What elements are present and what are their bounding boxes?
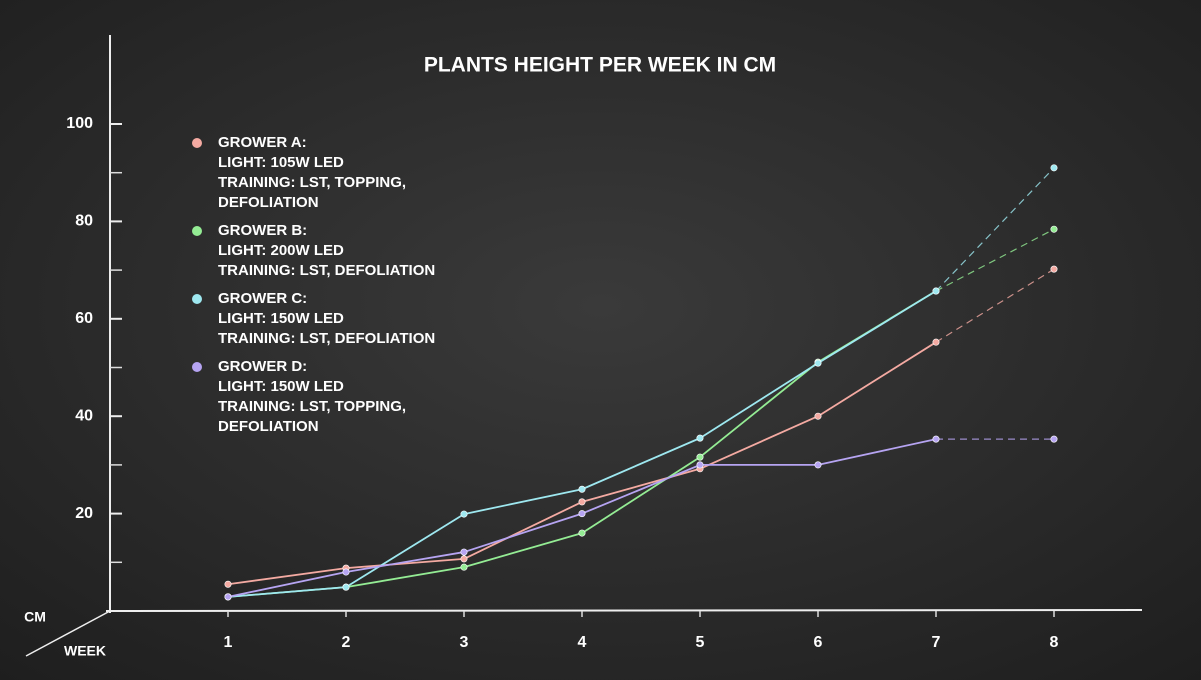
data-point xyxy=(460,555,468,563)
series-projection xyxy=(935,228,1055,292)
legend-marker xyxy=(192,138,202,148)
legend-label: GROWER A: xyxy=(218,134,307,151)
data-point xyxy=(1050,265,1058,273)
data-point xyxy=(814,359,822,367)
x-tick-label: 3 xyxy=(460,634,469,651)
corner-diagonal xyxy=(25,610,111,657)
data-point xyxy=(696,461,704,469)
legend-label: GROWER D: xyxy=(218,358,307,375)
data-point xyxy=(814,461,822,469)
legend-description: TRAINING: LST, TOPPING, xyxy=(218,398,406,415)
data-point xyxy=(932,287,940,295)
data-point xyxy=(578,529,586,537)
legend-description: DEFOLIATION xyxy=(218,194,319,211)
data-point xyxy=(814,412,822,420)
legend-description: TRAINING: LST, DEFOLIATION xyxy=(218,262,435,279)
data-point xyxy=(1050,164,1058,172)
series-projection xyxy=(935,167,1055,292)
data-point xyxy=(342,568,350,576)
legend-description: TRAINING: LST, DEFOLIATION xyxy=(218,330,435,347)
x-tick-label: 8 xyxy=(1050,634,1059,651)
chart-title: PLANTS HEIGHT PER WEEK IN CM xyxy=(424,54,776,77)
legend-description: DEFOLIATION xyxy=(218,418,319,435)
legend-description: LIGHT: 150W LED xyxy=(218,378,344,395)
data-point xyxy=(224,580,232,588)
x-tick-label: 5 xyxy=(696,634,705,651)
legend-description: LIGHT: 105W LED xyxy=(218,154,344,171)
data-point xyxy=(1050,435,1058,443)
data-point xyxy=(460,563,468,571)
x-tick-label: 6 xyxy=(814,634,823,651)
legend-label: GROWER B: xyxy=(218,222,307,239)
x-tick-label: 4 xyxy=(578,634,587,651)
x-axis xyxy=(105,609,1143,612)
x-tick-label: 7 xyxy=(932,634,941,651)
data-point xyxy=(578,510,586,518)
data-point xyxy=(460,548,468,556)
legend-marker xyxy=(192,226,202,236)
legend-description: TRAINING: LST, TOPPING, xyxy=(218,174,406,191)
y-tick-label: 40 xyxy=(75,407,93,424)
data-point xyxy=(696,453,704,461)
data-point xyxy=(932,338,940,346)
legend-marker xyxy=(192,294,202,304)
x-axis-label: WEEK xyxy=(64,643,106,659)
y-axis-label: CM xyxy=(24,609,46,625)
data-point xyxy=(224,593,232,601)
legend-marker xyxy=(192,362,202,372)
legend-description: LIGHT: 150W LED xyxy=(218,310,344,327)
y-tick-label: 100 xyxy=(66,115,93,132)
x-tick-label: 1 xyxy=(224,634,233,651)
y-tick-label: 20 xyxy=(75,505,93,522)
y-tick-label: 80 xyxy=(75,213,93,230)
legend-description: LIGHT: 200W LED xyxy=(218,242,344,259)
y-tick-label: 60 xyxy=(75,310,93,327)
data-point xyxy=(932,435,940,443)
data-point xyxy=(1050,225,1058,233)
x-tick-label: 2 xyxy=(342,634,351,651)
data-point xyxy=(342,583,350,591)
data-point xyxy=(578,485,586,493)
data-point xyxy=(578,498,586,506)
data-point xyxy=(460,510,468,518)
legend-label: GROWER C: xyxy=(218,290,307,307)
data-point xyxy=(696,434,704,442)
